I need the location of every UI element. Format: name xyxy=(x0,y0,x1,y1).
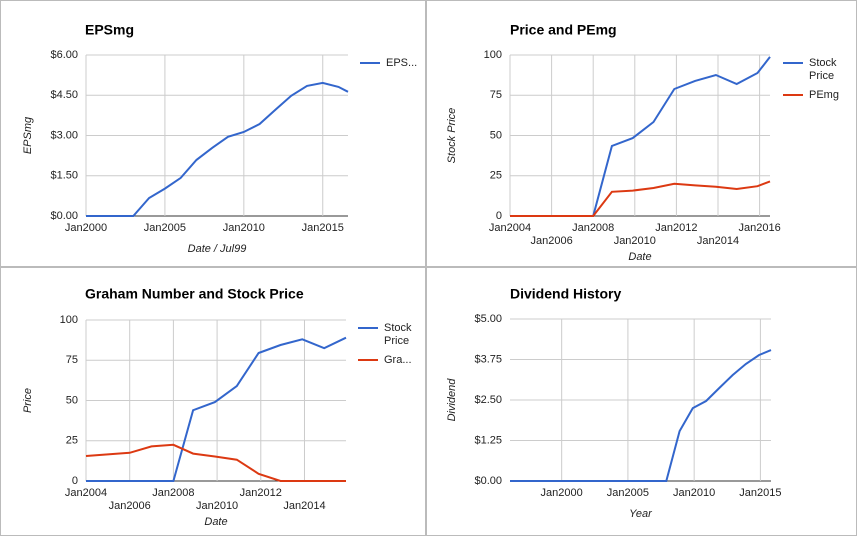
y-axis-label: Price xyxy=(22,388,34,413)
legend-label: EPS... xyxy=(386,57,418,69)
y-tick-label: 100 xyxy=(60,314,78,326)
legend-label: Gra... xyxy=(384,354,412,366)
line-series xyxy=(510,180,771,217)
x-tick-label: Jan2008 xyxy=(572,222,614,234)
x-tick-label: Jan2010 xyxy=(196,500,238,512)
x-axis-label: Date xyxy=(628,251,651,263)
x-tick-label: Jan2005 xyxy=(144,222,186,234)
y-tick-label: 25 xyxy=(66,435,78,447)
x-axis-label: Year xyxy=(629,508,653,520)
legend-label: PEmg xyxy=(809,89,839,101)
y-axis-label: Dividend xyxy=(446,378,458,422)
y-tick-label: $4.50 xyxy=(50,89,78,101)
x-tick-label: Jan2004 xyxy=(489,222,531,234)
x-tick-label: Jan2010 xyxy=(614,235,656,247)
line-series xyxy=(86,336,347,482)
x-tick-label: Jan2015 xyxy=(739,487,781,499)
panel xyxy=(426,0,857,267)
y-tick-label: 0 xyxy=(72,475,78,487)
legend-label: Stock Price xyxy=(809,57,837,82)
line-series xyxy=(85,443,346,482)
x-tick-label: Jan2000 xyxy=(65,222,107,234)
chart-title: Dividend History xyxy=(510,286,621,302)
x-tick-label: Jan2010 xyxy=(223,222,265,234)
x-axis-label: Date / Jul99 xyxy=(188,243,247,255)
x-tick-label: Jan2014 xyxy=(697,235,739,247)
y-tick-label: $0.00 xyxy=(50,210,78,222)
y-tick-label: $1.50 xyxy=(50,170,78,182)
y-tick-label: $2.50 xyxy=(474,394,502,406)
x-tick-label: Jan2015 xyxy=(302,222,344,234)
y-tick-label: $5.00 xyxy=(474,313,502,325)
x-axis-label: Date xyxy=(204,516,227,528)
y-tick-label: $1.25 xyxy=(474,434,502,446)
panel xyxy=(426,267,857,536)
chart-title: Graham Number and Stock Price xyxy=(85,286,304,302)
y-tick-label: $3.75 xyxy=(474,353,502,365)
x-tick-label: Jan2012 xyxy=(655,222,697,234)
x-tick-label: Jan2004 xyxy=(65,487,107,499)
x-tick-label: Jan2005 xyxy=(607,487,649,499)
chart-title: Price and PEmg xyxy=(510,22,617,38)
y-axis-label: Stock Price xyxy=(446,108,458,164)
panel xyxy=(0,267,426,536)
x-tick-label: Jan2006 xyxy=(530,235,572,247)
y-axis-label: EPSmg xyxy=(22,116,34,154)
y-tick-label: $3.00 xyxy=(50,129,78,141)
x-tick-label: Jan2008 xyxy=(152,487,194,499)
chart-title: EPSmg xyxy=(85,22,134,38)
x-tick-label: Jan2000 xyxy=(541,487,583,499)
y-tick-label: 100 xyxy=(484,49,502,61)
x-tick-label: Jan2014 xyxy=(283,500,325,512)
x-tick-label: Jan2006 xyxy=(109,500,151,512)
panel xyxy=(0,0,426,267)
line-series xyxy=(86,81,349,217)
y-tick-label: 75 xyxy=(66,354,78,366)
x-tick-label: Jan2016 xyxy=(738,222,780,234)
x-tick-label: Jan2012 xyxy=(240,487,282,499)
y-tick-label: 0 xyxy=(496,210,502,222)
line-series xyxy=(510,349,772,482)
y-tick-label: 75 xyxy=(490,89,502,101)
y-tick-label: $6.00 xyxy=(50,49,78,61)
y-tick-label: 25 xyxy=(490,170,502,182)
y-tick-label: 50 xyxy=(490,129,502,141)
legend-label: Stock Price xyxy=(384,322,412,347)
x-tick-label: Jan2010 xyxy=(673,487,715,499)
y-tick-label: $0.00 xyxy=(474,475,502,487)
y-tick-label: 50 xyxy=(66,394,78,406)
